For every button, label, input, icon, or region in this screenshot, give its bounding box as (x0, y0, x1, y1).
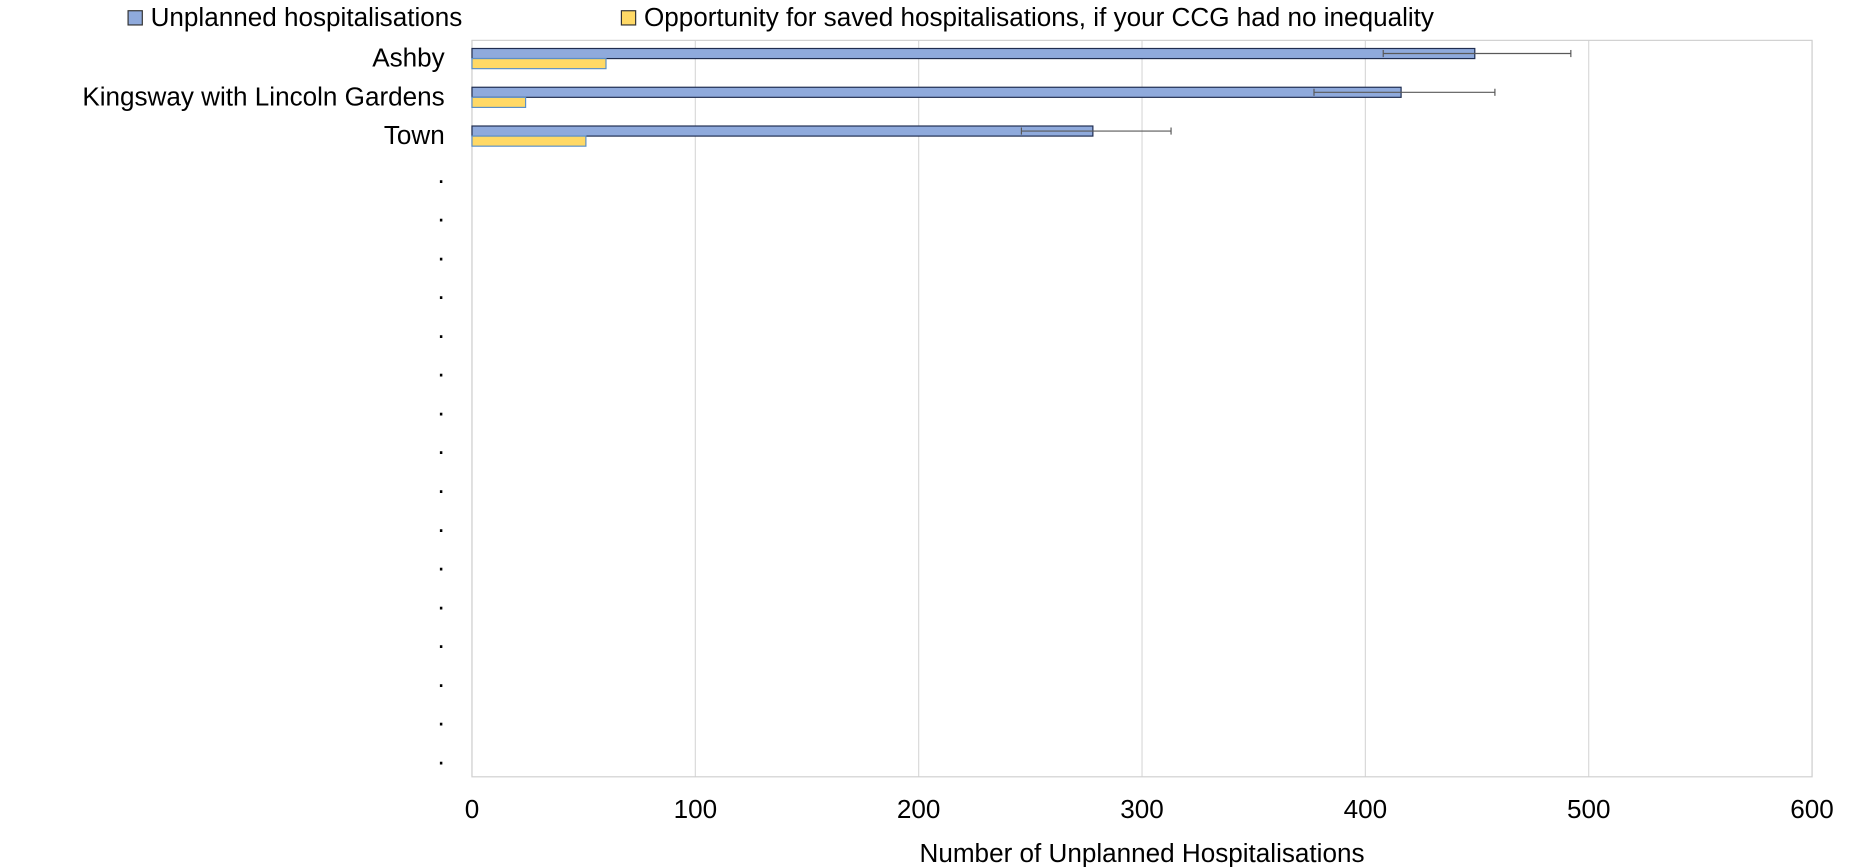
y-tick-label: . (437, 663, 444, 693)
y-tick-label: . (437, 469, 444, 499)
plot-border (471, 39, 1813, 778)
y-tick-label: . (437, 236, 444, 266)
legend-swatch (127, 10, 143, 26)
legend-label: Unplanned hospitalisations (151, 2, 463, 32)
y-tick-label: . (437, 430, 444, 460)
x-tick-label: 300 (1120, 794, 1164, 824)
legend-swatch (620, 10, 637, 26)
bar (471, 125, 1094, 137)
y-tick-label: . (437, 391, 444, 421)
x-tick-label: 200 (897, 794, 941, 824)
x-tick-label: 600 (1790, 794, 1834, 824)
y-tick-label: . (437, 353, 444, 383)
y-tick-label: . (437, 547, 444, 577)
y-tick-label: . (437, 159, 444, 189)
y-tick-label: . (437, 198, 444, 228)
x-tick-label: 100 (674, 794, 718, 824)
x-tick-label: 0 (465, 794, 480, 824)
x-tick-label: 400 (1344, 794, 1388, 824)
y-tick-label: Ashby (372, 43, 444, 73)
bar (471, 96, 527, 109)
y-tick-label: . (437, 624, 444, 654)
bar (471, 135, 587, 147)
x-tick-label: 500 (1567, 794, 1611, 824)
bar (471, 57, 607, 70)
error-bar (1020, 127, 1172, 135)
x-axis-label: Number of Unplanned Hospitalisations (920, 838, 1365, 867)
y-tick-label: . (437, 275, 444, 305)
y-tick-label: . (437, 508, 444, 538)
y-tick-label: . (437, 740, 444, 770)
bar (471, 47, 1476, 60)
y-tick-label: . (437, 702, 444, 732)
legend-label: Opportunity for saved hospitalisations, … (644, 2, 1434, 32)
y-tick-label: . (437, 314, 444, 344)
y-tick-label: Town (384, 120, 445, 150)
error-bar (1382, 49, 1572, 58)
bar (471, 86, 1402, 98)
y-tick-label: Kingsway with Lincoln Gardens (82, 81, 444, 111)
y-tick-label: . (437, 585, 444, 615)
error-bar (1313, 88, 1496, 96)
